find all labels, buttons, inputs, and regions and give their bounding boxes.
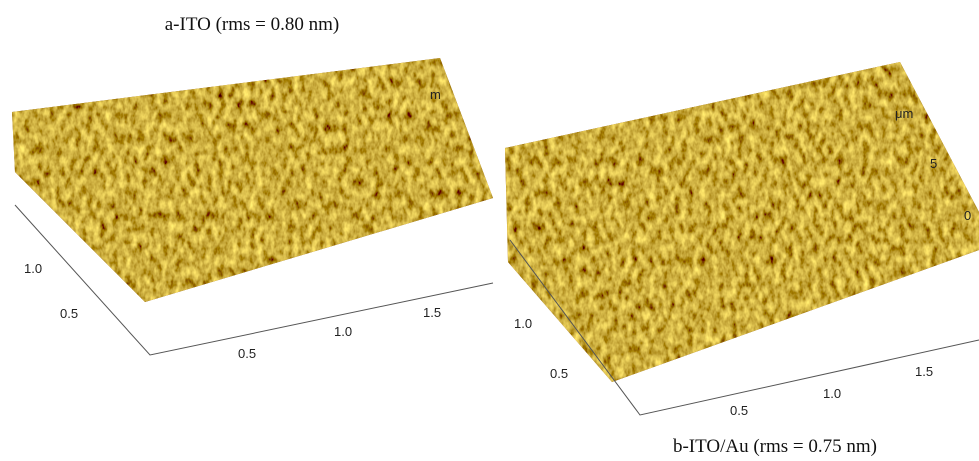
tick-label: 1.0 [823,386,841,401]
tick-label: 0 [964,208,971,223]
tick-label: 0.5 [730,403,748,418]
tick-label: 5 [930,156,937,171]
panel-b: μm 5 0 1.0 0.5 0.5 1.0 1.5 b-ITO/Au (rms… [505,62,979,457]
unit-label: μm [895,106,913,121]
unit-label: m [430,87,441,102]
tick-label: 0.5 [60,306,78,321]
tick-label: 1.5 [915,364,933,379]
axis [14,204,494,356]
caption: b-ITO/Au (rms = 0.75 nm) [673,436,877,457]
caption: a-ITO (rms = 0.80 nm) [165,14,339,35]
tick-label: 1.5 [423,305,441,320]
tick-label: 1.0 [514,316,532,331]
tick-label: 0.5 [550,366,568,381]
tick-label: 1.0 [334,324,352,339]
tick-label: 1.0 [24,261,42,276]
tick-label: 0.5 [238,346,256,361]
panel-a: a-ITO (rms = 0.80 nm) 1.0 0.5 0.5 1.0 1.… [12,14,494,361]
axis [509,239,979,416]
